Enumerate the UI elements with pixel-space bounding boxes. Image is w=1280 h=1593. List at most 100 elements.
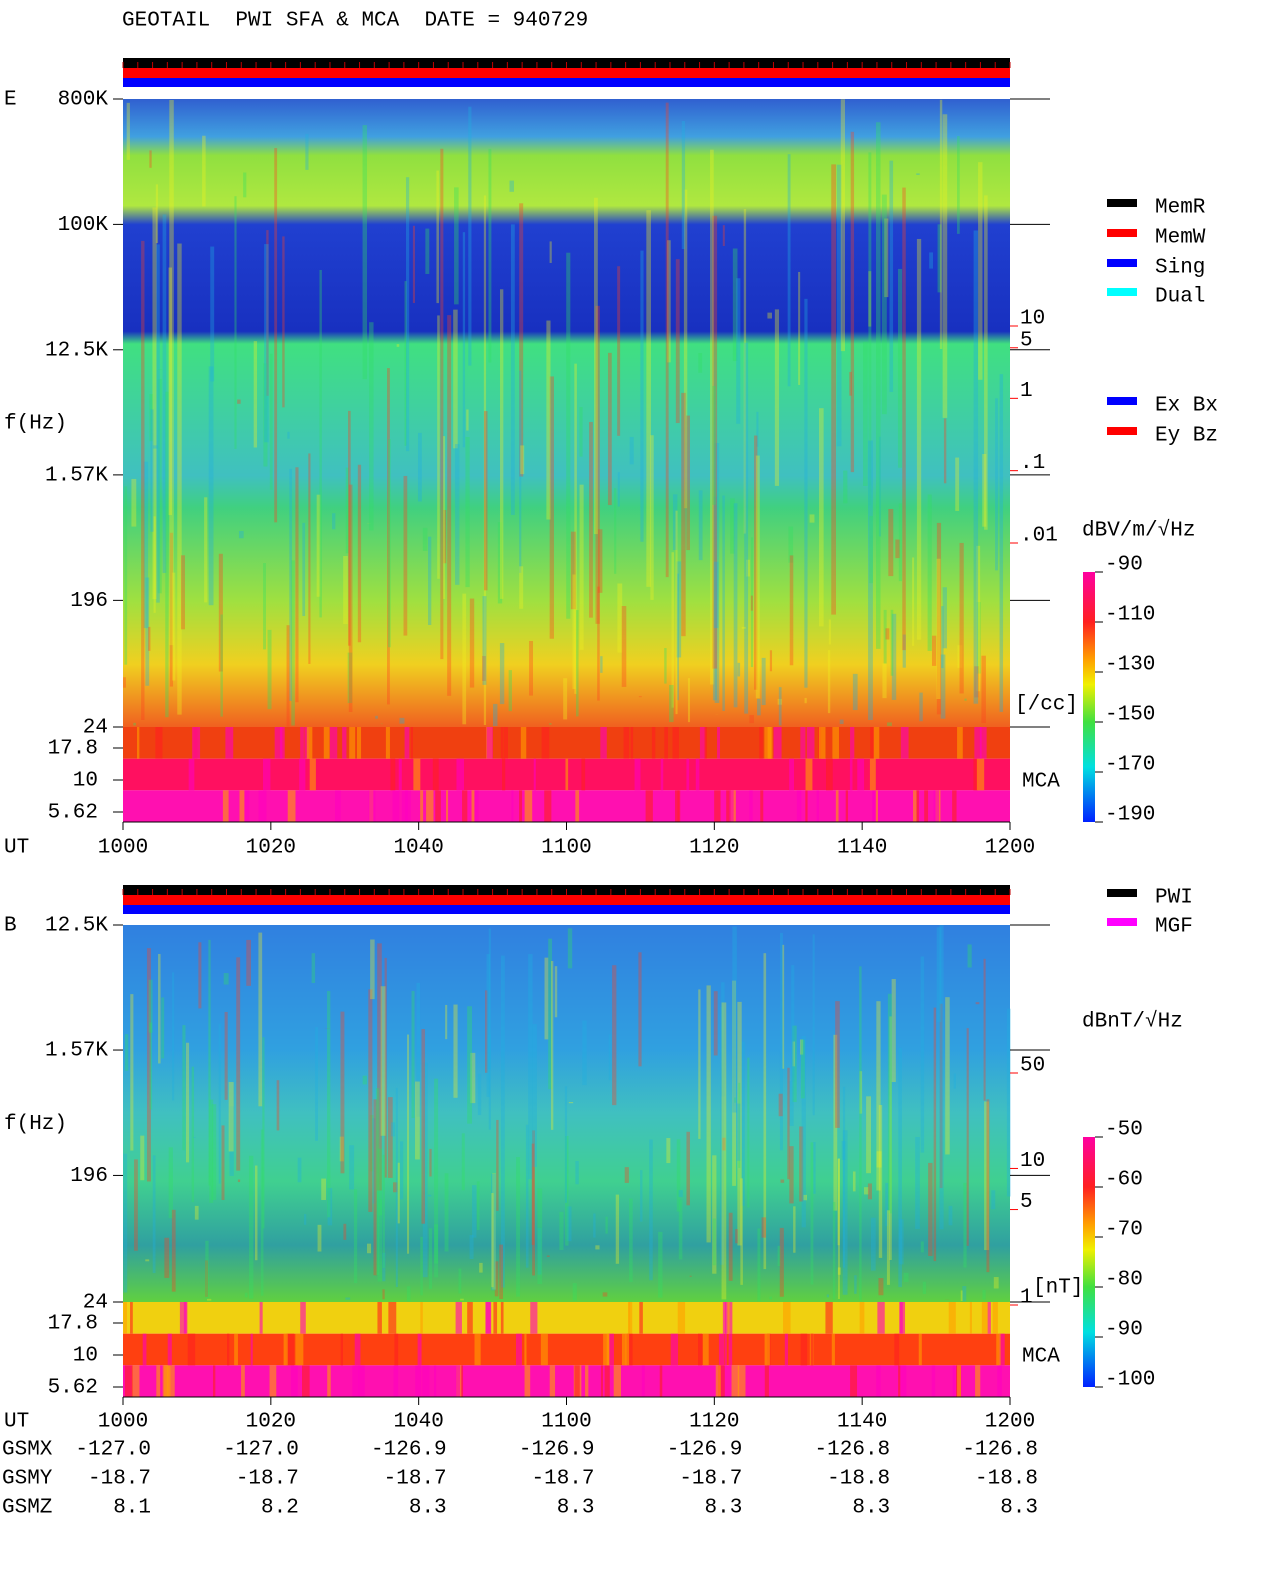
spectrogram-texture xyxy=(945,997,950,1155)
spectrogram-texture xyxy=(564,1086,568,1203)
spectrogram-texture xyxy=(878,436,881,537)
spectrogram-texture xyxy=(370,939,375,1000)
spectrogram-texture xyxy=(915,1136,920,1229)
spectrogram-texture xyxy=(675,259,680,424)
mca-texture xyxy=(715,1365,721,1397)
x-tick-label: 1040 xyxy=(393,1411,443,1434)
legend-swatch xyxy=(1107,918,1137,926)
spectrogram-texture xyxy=(237,1179,241,1183)
spectrogram-texture xyxy=(403,475,408,636)
spectrogram-texture xyxy=(311,953,316,983)
colorbar-tick-label: -190 xyxy=(1105,804,1155,827)
spectrogram-texture xyxy=(477,1073,482,1116)
spectrogram-texture xyxy=(224,1011,228,1100)
spectrogram-texture xyxy=(793,1206,796,1253)
legend-swatch xyxy=(1107,259,1137,267)
spectrogram-texture xyxy=(145,1259,150,1262)
spectrogram-texture xyxy=(369,1114,374,1172)
spectrogram-texture xyxy=(887,993,892,1214)
spectrogram-texture xyxy=(799,1126,804,1202)
spectrogram-texture xyxy=(520,445,525,475)
spectrogram-texture xyxy=(482,596,487,685)
x-tick-label: 1100 xyxy=(541,837,591,860)
spectrogram-texture xyxy=(476,1181,480,1231)
spectrogram-texture xyxy=(162,214,167,573)
spectrogram-texture xyxy=(780,1179,785,1183)
mca-texture xyxy=(899,1302,903,1334)
mca-texture xyxy=(784,1333,788,1366)
spectrogram-texture xyxy=(554,966,558,1018)
mca-texture xyxy=(973,758,978,791)
mca-texture xyxy=(446,790,449,822)
mca-texture xyxy=(714,790,721,822)
spectrogram-texture xyxy=(549,241,552,263)
spectrogram-texture xyxy=(492,1173,496,1290)
mca-texture xyxy=(759,727,763,759)
spectrogram-texture xyxy=(453,1004,458,1098)
spectrogram-texture xyxy=(615,1194,620,1264)
spectrogram-texture xyxy=(629,1198,633,1282)
spectrogram-texture xyxy=(327,991,331,1218)
mca-texture xyxy=(417,1333,422,1366)
spectrogram-texture xyxy=(550,961,554,1130)
spectrogram-texture xyxy=(747,1057,750,1208)
spectrogram-texture xyxy=(898,1047,902,1288)
mca-texture xyxy=(432,758,439,791)
legend-swatch xyxy=(1107,288,1137,296)
colorbar-tick-label: -130 xyxy=(1105,654,1155,677)
mca-texture xyxy=(849,758,853,791)
mca-texture xyxy=(474,1333,481,1366)
mca-texture xyxy=(764,1333,770,1366)
spectrogram-texture xyxy=(375,715,378,719)
x-tick-label: 1000 xyxy=(98,1411,148,1434)
spectrogram-texture xyxy=(976,602,981,674)
spectrogram-texture xyxy=(713,561,719,629)
mca-texture xyxy=(377,1302,382,1334)
side-scale-label: 10 xyxy=(1020,308,1045,331)
spectrogram-texture xyxy=(362,1075,367,1085)
spectrogram-texture xyxy=(532,1024,537,1167)
spectrogram-texture xyxy=(876,122,881,649)
x-tick-label: 1040 xyxy=(393,837,443,860)
mca-texture xyxy=(764,1365,769,1397)
mca-texture xyxy=(385,727,390,759)
spectrogram-texture xyxy=(243,172,247,198)
mca-texture xyxy=(187,1333,196,1366)
spectrogram-texture xyxy=(519,203,524,477)
spectrogram-texture xyxy=(809,514,815,523)
spectrogram-texture xyxy=(443,509,447,564)
spectrogram-texture xyxy=(671,552,674,708)
spectrogram-texture xyxy=(602,1292,608,1297)
spectrogram-texture xyxy=(486,954,490,1097)
mca-texture xyxy=(167,1333,172,1366)
spectrogram-texture xyxy=(468,106,472,366)
spectrogram-texture xyxy=(769,650,773,672)
spectrogram-texture xyxy=(982,1289,986,1300)
x-tick-label: 1200 xyxy=(985,1411,1035,1434)
spectrogram-texture xyxy=(754,435,758,690)
spectrogram-texture xyxy=(286,625,290,727)
mca-texture xyxy=(420,1302,423,1334)
spectrogram-texture xyxy=(722,495,725,711)
mca-texture xyxy=(931,1365,936,1397)
spectrogram-texture xyxy=(973,230,979,704)
mca-texture xyxy=(299,758,306,791)
mca-texture xyxy=(413,758,421,791)
spectrogram-texture xyxy=(223,973,229,985)
mca-texture xyxy=(645,790,653,822)
spectrogram-texture xyxy=(841,1140,846,1160)
mca-tick-label: 5.62 xyxy=(48,1377,98,1400)
spectrogram-texture xyxy=(876,1001,881,1191)
mca-texture xyxy=(900,727,909,759)
spectrogram-texture xyxy=(549,723,552,725)
spectrogram-texture xyxy=(777,698,783,705)
mca-texture xyxy=(606,1333,610,1366)
spectrogram-texture xyxy=(837,1158,840,1246)
spectrogram-texture xyxy=(572,1283,577,1301)
mca-texture xyxy=(726,790,731,822)
spectrogram-texture xyxy=(415,1081,420,1160)
spectrogram-texture xyxy=(417,432,422,502)
spectrogram-texture xyxy=(649,1139,653,1281)
spectrogram-texture xyxy=(617,266,621,436)
